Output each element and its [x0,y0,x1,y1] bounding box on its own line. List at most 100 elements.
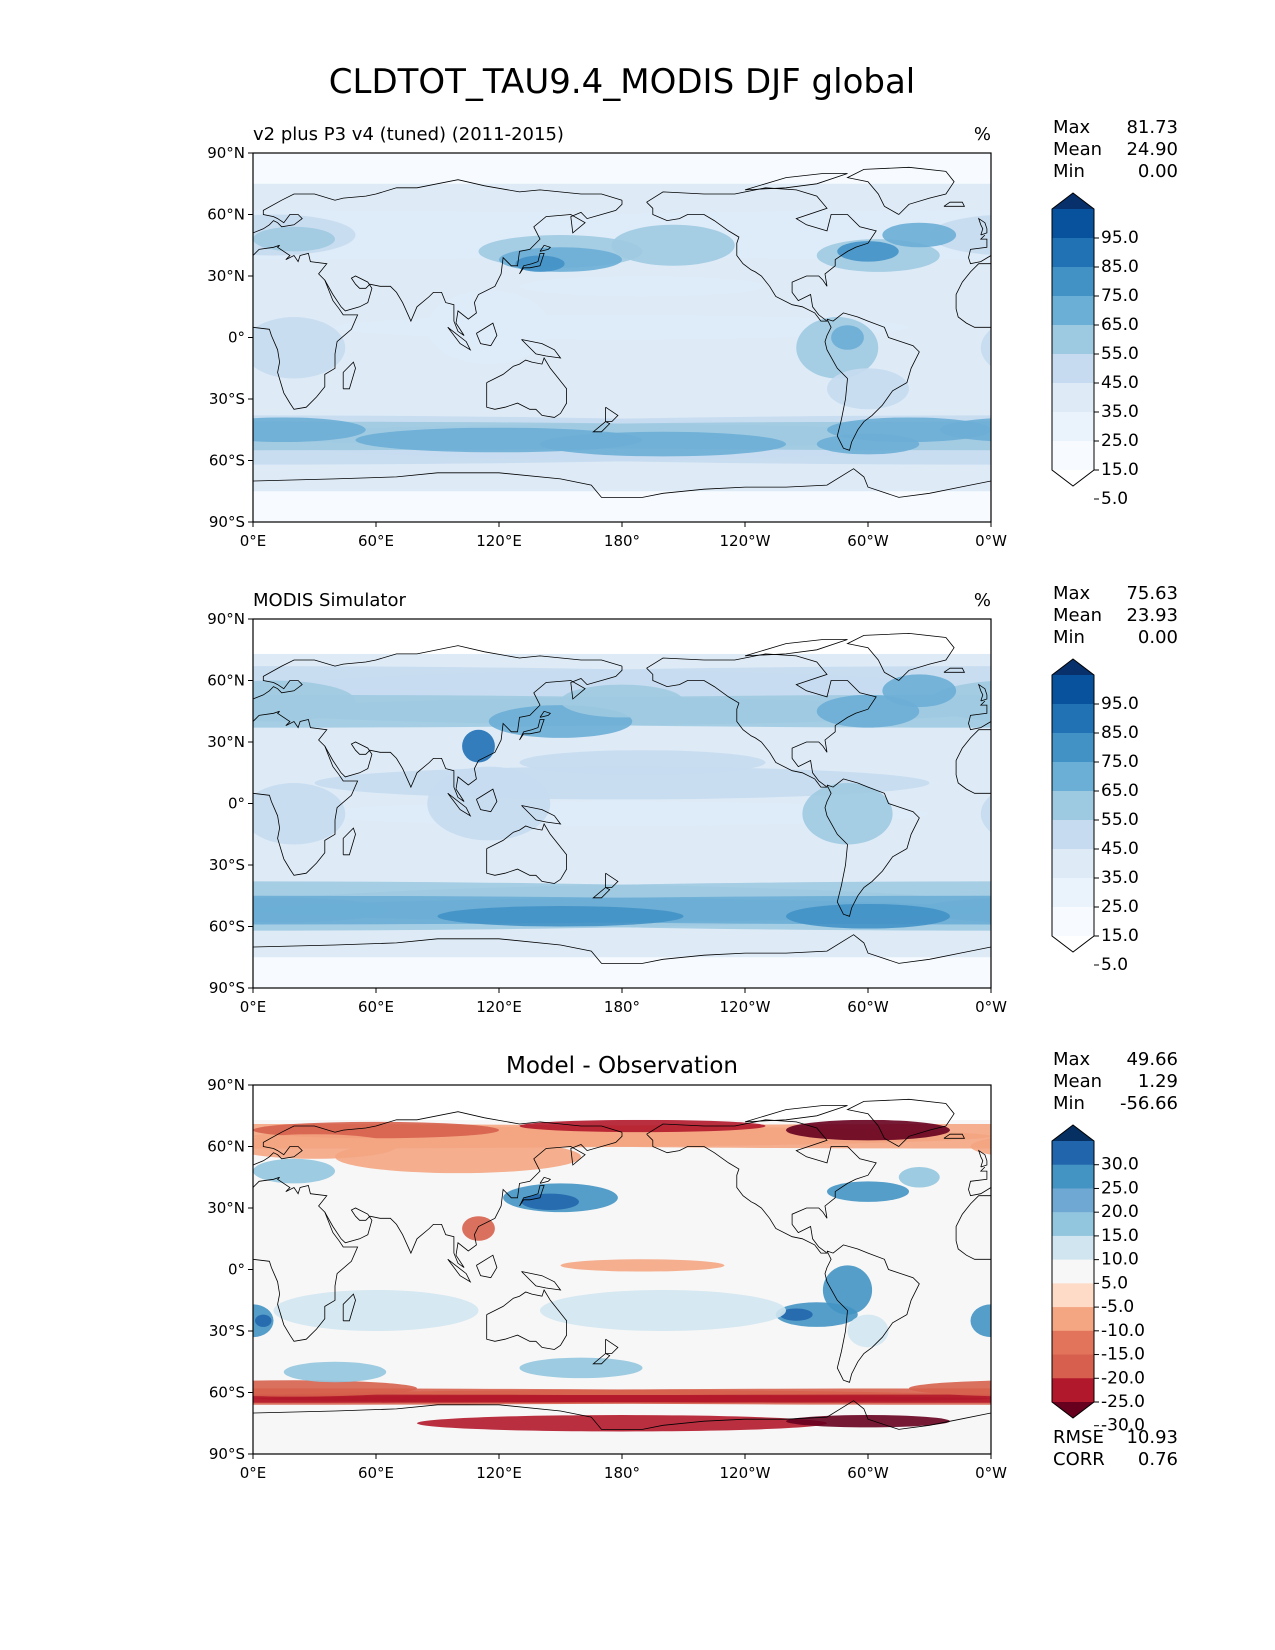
field-contour [786,903,950,929]
field-contour [822,1265,873,1315]
colorbar-tick-label: 75.0 [1101,286,1139,306]
lon-tick-label: 180° [604,998,640,1016]
colorbar-segment [1052,1283,1094,1308]
stat-label: Mean [1053,139,1102,160]
field-contour [519,1119,766,1133]
coastline [744,639,848,657]
field-contour [882,674,957,708]
coastline [824,1244,920,1383]
map-field [0,1085,1275,1454]
no-data-region [253,1085,991,1120]
colorbar-tick-label: -5.0 [1101,1297,1134,1317]
stat-value: 0.00 [1138,161,1178,182]
lat-tick-label: 60°S [209,1384,245,1402]
coastline [521,339,562,359]
coastlines [253,166,991,498]
field-contour [1258,750,1275,775]
coastline [253,1176,359,1342]
map-panel-diff: 90°N 60°N 30°N 0° 30°S 60°S 90°S0°E 60°E 120°E 18… [0,1049,1275,1482]
field-contour [882,222,957,248]
field-contour [48,1120,212,1141]
field-contour [1217,235,1275,268]
figure-title: CLDTOT_TAU9.4_MODIS DJF global [329,62,915,102]
colorbar-tick-label: 95.0 [1101,694,1139,714]
colorbar-segment [1052,1188,1094,1213]
field-contour [253,317,346,379]
field-contour [283,1361,387,1383]
field-contour [462,729,495,763]
field-contour [898,1167,940,1188]
field-contour [993,1315,1009,1327]
lat-tick-label: 30°N [207,733,245,751]
field-contour [1200,730,1233,763]
coastline [342,1293,356,1322]
field-contour [48,1415,212,1427]
lon-tick-label: 60°E [358,1464,394,1482]
field-contour [816,694,920,728]
colorbar-extend-max [1052,659,1094,675]
coastline [605,406,619,422]
colorbar: 30.0 25.0 20.0 15.0 10.0 5.0 -5.0 -10.0 -15.0 -20… [1051,1124,1145,1436]
coastline [592,1353,611,1365]
coastline [977,683,988,702]
field-contour [253,417,366,443]
field-contour [253,897,387,923]
colorbar-segment [1052,1164,1094,1189]
field-contour [1258,1358,1275,1379]
field-contour [79,239,202,272]
field-contour [255,1314,272,1327]
field-contour [0,1415,89,1431]
map-panel-obs: 90°N 60°N 30°N 0° 30°S 60°S 90°S0°E 60°E 120°E 18… [0,583,1275,1016]
colorbar-tick-label: 85.0 [1101,723,1139,743]
coastline [943,1133,966,1139]
coastline [646,1119,877,1254]
field-contour [847,1314,889,1348]
coastline [253,645,991,731]
lon-tick-label: 120°E [476,532,522,550]
lat-tick-label: 30°N [207,267,245,285]
lon-tick-label: 0°W [975,1464,1007,1482]
lon-tick-label: 120°W [720,1464,771,1482]
panel-title: Model - Observation [506,1053,738,1079]
field-contour [1200,1216,1233,1241]
coastline [447,326,472,351]
coastline [519,1185,545,1207]
colorbar-extend-min [1052,1402,1094,1418]
lon-tick-label: 0°W [975,998,1007,1016]
field-contour [253,1380,417,1397]
colorbar-tick-label: 65.0 [1101,781,1139,801]
coastline [943,667,966,673]
stat-label: Mean [1053,605,1102,626]
coastline [592,887,611,899]
field-contour [93,325,126,350]
stat-value: 1.29 [1138,1071,1178,1092]
lon-tick-label: 0°W [975,532,1007,550]
field-contour [540,431,786,457]
field-contour [560,1259,725,1272]
stat-label: Min [1053,161,1085,182]
field-contour [0,315,171,340]
field-contour [980,329,991,367]
field-contour [0,801,192,826]
stat-value: 10.93 [1126,1427,1178,1448]
field-contour [1227,705,1275,738]
field-contour [1237,247,1275,272]
field-contour [42,1308,75,1320]
stat-label: Max [1053,117,1091,138]
field-contour [1260,1194,1275,1210]
lat-tick-label: 60°N [207,206,245,224]
field-contour [540,1290,786,1331]
field-contour [519,1357,643,1379]
field-contour [48,904,212,929]
coastline [824,312,920,451]
field-contour [0,1120,28,1132]
field-contour [0,276,28,297]
stat-value: 49.66 [1126,1049,1178,1070]
field-contour [1165,290,1275,364]
field-contour [427,290,551,365]
coastline [846,632,955,681]
coastline [846,1098,955,1147]
field-contour [970,1138,991,1155]
no-data-region [253,619,991,654]
